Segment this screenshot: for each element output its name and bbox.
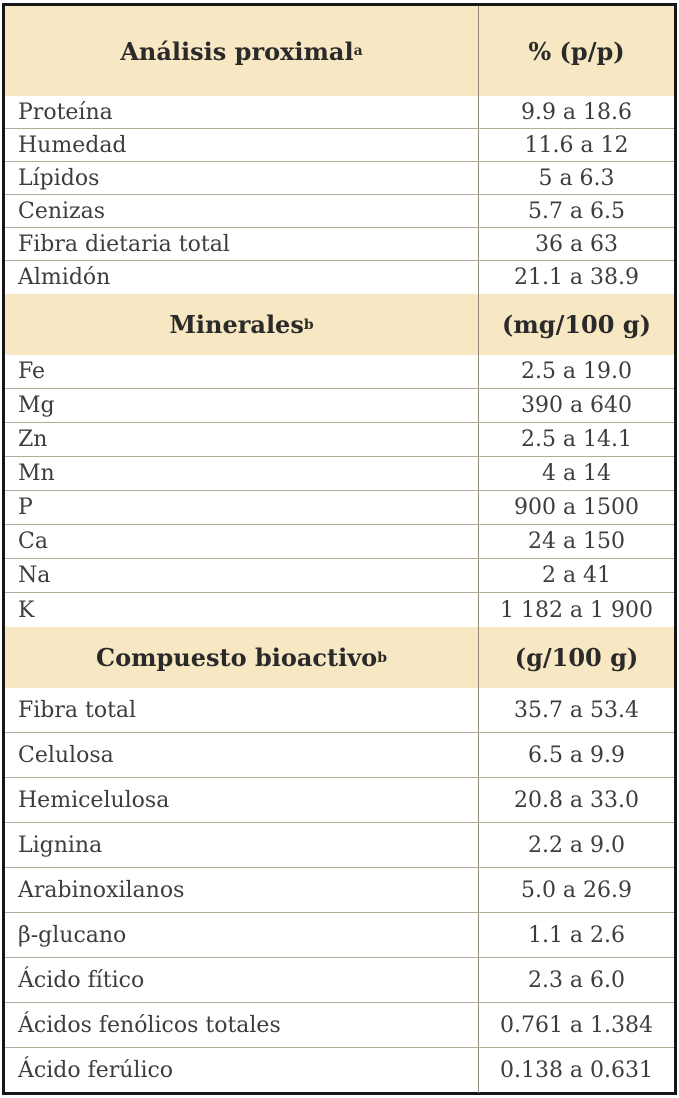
table-row: Ácido fítico 2.3 a 6.0 (5, 958, 674, 1003)
row-label: Cenizas (18, 198, 106, 224)
row-label: P (18, 495, 33, 520)
section-header-title: Compuesto bioactivo b (96, 643, 387, 672)
row-value: 21.1 a 38.9 (478, 261, 674, 294)
row-value: 390 a 640 (478, 389, 674, 422)
row-value: 36 a 63 (478, 228, 674, 260)
section-header-analisis-proximal: Análisis proximal a % (p/p) (5, 6, 674, 96)
row-value: 5.7 a 6.5 (478, 195, 674, 227)
table-row: P 900 a 1500 (5, 491, 674, 525)
row-value: 6.5 a 9.9 (478, 733, 674, 777)
row-label: Ácido ferúlico (18, 1058, 174, 1083)
row-value: 5.0 a 26.9 (478, 868, 674, 912)
row-value: 9.9 a 18.6 (478, 96, 674, 128)
row-label: Ácidos fenólicos totales (18, 1012, 281, 1038)
table-row: K 1 182 a 1 900 (5, 593, 674, 627)
section-title-text: Minerales (169, 310, 304, 339)
row-value: 0.761 a 1.384 (478, 1003, 674, 1047)
table-row: Arabinoxilanos 5.0 a 26.9 (5, 868, 674, 913)
row-label: Mn (18, 461, 55, 486)
table-row: Ácido ferúlico 0.138 a 0.631 (5, 1048, 674, 1093)
table-row: Fibra dietaria total 36 a 63 (5, 228, 674, 261)
row-value: 35.7 a 53.4 (478, 688, 674, 732)
table-row: Lípidos 5 a 6.3 (5, 162, 674, 195)
row-value: 1 182 a 1 900 (478, 593, 674, 627)
row-value: 0.138 a 0.631 (478, 1048, 674, 1093)
table-row: Mn 4 a 14 (5, 457, 674, 491)
section-header-unit: (g/100 g) (478, 627, 674, 688)
row-label: Ca (18, 529, 48, 554)
section-header-title: Análisis proximal a (120, 36, 363, 66)
row-label: Fibra total (18, 697, 137, 723)
table-row: Humedad 11.6 a 12 (5, 129, 674, 162)
table-row: Fe 2.5 a 19.0 (5, 355, 674, 389)
row-label: K (18, 597, 35, 623)
row-value: 1.1 a 2.6 (478, 913, 674, 957)
row-value: 2.5 a 14.1 (478, 423, 674, 456)
row-label: Arabinoxilanos (18, 877, 185, 903)
table-row: Ca 24 a 150 (5, 525, 674, 559)
row-label: Zn (18, 427, 48, 452)
row-label: Lignina (18, 832, 103, 858)
composition-table: Análisis proximal a % (p/p) Proteína 9.9 … (2, 3, 677, 1095)
table-row: Ácidos fenólicos totales 0.761 a 1.384 (5, 1003, 674, 1048)
row-label: Mg (18, 393, 55, 418)
row-value: 20.8 a 33.0 (478, 778, 674, 822)
section-header-unit: (mg/100 g) (478, 294, 674, 355)
row-label: Lípidos (18, 165, 100, 191)
row-value: 2.5 a 19.0 (478, 355, 674, 388)
row-value: 4 a 14 (478, 457, 674, 490)
row-label: Ácido fítico (18, 967, 145, 993)
row-value: 5 a 6.3 (478, 162, 674, 194)
table-row: β-glucano 1.1 a 2.6 (5, 913, 674, 958)
table-row: Hemicelulosa 20.8 a 33.0 (5, 778, 674, 823)
table-row: Proteína 9.9 a 18.6 (5, 96, 674, 129)
row-label: Fibra dietaria total (18, 231, 230, 257)
section-title-text: Análisis proximal (120, 36, 354, 66)
row-label: Celulosa (18, 742, 114, 768)
row-label: Proteína (18, 99, 113, 125)
row-value: 900 a 1500 (478, 491, 674, 524)
section-header-title: Minerales b (169, 310, 314, 339)
row-label: Na (18, 563, 51, 588)
row-value: 2.3 a 6.0 (478, 958, 674, 1002)
table-row: Cenizas 5.7 a 6.5 (5, 195, 674, 228)
table-row: Mg 390 a 640 (5, 389, 674, 423)
row-value: 11.6 a 12 (478, 129, 674, 161)
row-label: Hemicelulosa (18, 787, 170, 813)
table-row: Na 2 a 41 (5, 559, 674, 593)
table-row: Zn 2.5 a 14.1 (5, 423, 674, 457)
section-header-compuesto-bioactivo: Compuesto bioactivo b (g/100 g) (5, 627, 674, 688)
row-value: 2.2 a 9.0 (478, 823, 674, 867)
table-row: Fibra total 35.7 a 53.4 (5, 688, 674, 733)
section-header-unit: % (p/p) (478, 6, 674, 96)
table-row: Lignina 2.2 a 9.0 (5, 823, 674, 868)
row-label: Fe (18, 359, 46, 384)
row-value: 24 a 150 (478, 525, 674, 558)
row-label: β-glucano (18, 922, 127, 948)
table-row: Almidón 21.1 a 38.9 (5, 261, 674, 294)
row-label: Humedad (18, 132, 127, 158)
section-title-text: Compuesto bioactivo (96, 643, 378, 672)
row-value: 2 a 41 (478, 559, 674, 592)
row-label: Almidón (18, 265, 111, 290)
section-header-minerales: Minerales b (mg/100 g) (5, 294, 674, 355)
table-row: Celulosa 6.5 a 9.9 (5, 733, 674, 778)
